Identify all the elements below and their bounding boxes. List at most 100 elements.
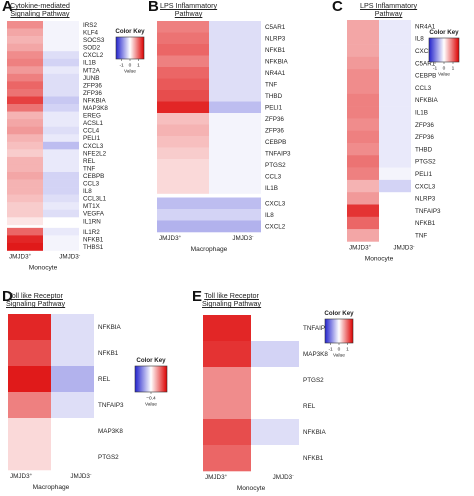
heatmap-cell	[379, 216, 411, 230]
heatmap-e: TNFAIP3 MAP3K8 PTGS2 REL NFKBIA NFKB1 JMJD3+ JM…	[203, 310, 354, 492]
heatmap-cell	[379, 56, 411, 70]
row-label: NLRP3	[415, 196, 436, 203]
heatmap-cell	[209, 170, 261, 183]
heatmap-cell	[7, 58, 43, 67]
heatmap-cell	[203, 315, 251, 342]
panel-title: Toll like Receptor Signaling Pathway	[202, 292, 261, 308]
color-key-gradient	[134, 365, 168, 393]
heatmap-cell	[251, 341, 299, 368]
heatmap-cell	[347, 118, 379, 131]
heatmap-cell	[347, 167, 379, 181]
heatmap-cell	[43, 149, 79, 158]
heatmap-cell	[379, 32, 411, 45]
heatmap-cell	[43, 28, 79, 37]
row-label: TNFAIP3	[98, 402, 124, 409]
heatmap-cell	[379, 192, 411, 205]
heatmap-cell	[157, 147, 209, 160]
heatmap-cell	[43, 202, 79, 211]
row-label: PELI1	[265, 104, 283, 111]
heatmap-cell	[43, 156, 79, 165]
heatmap-cell	[379, 130, 411, 144]
heatmap-cell	[7, 21, 43, 29]
heatmap-cell	[209, 78, 261, 91]
heatmap-d: NFKBIA NFKB1 REL TNFAIP3 MAP3K8 PTGS2 JMJD3+ JM…	[8, 314, 168, 491]
heatmap-cell	[157, 136, 209, 148]
heatmap-cell	[157, 182, 209, 194]
row-label: TNFAIP3	[303, 325, 329, 332]
heatmap-cell	[43, 235, 79, 244]
heatmap-cell	[157, 44, 209, 56]
row-label: NFKBIA	[303, 429, 327, 436]
heatmap-cell	[209, 124, 261, 137]
row-label: CXCL2	[415, 48, 436, 55]
row-label: CXCL2	[83, 52, 104, 59]
row-label: CCL3	[83, 181, 100, 188]
panel-title-line: Signaling Pathway	[6, 299, 66, 308]
row-label: CEBPB	[265, 139, 286, 146]
heatmap-cell	[347, 130, 379, 144]
heatmap-cell	[8, 444, 51, 471]
row-label: ZFP36	[83, 90, 102, 97]
row-label: ZFP36	[415, 134, 434, 141]
heatmap-cell	[7, 66, 43, 75]
heatmap-cell	[209, 21, 261, 33]
heatmap-cell	[7, 73, 43, 82]
heatmap-cell	[8, 392, 51, 419]
heatmap-cell	[203, 367, 251, 394]
heatmap-cell	[203, 419, 251, 446]
heatmap-cell	[7, 111, 43, 120]
heatmap-cell	[43, 36, 79, 44]
heatmap-cell	[51, 366, 94, 393]
color-key-label: Value	[124, 69, 136, 75]
panel-title-line: Pathway	[374, 9, 403, 18]
row-label: NR4A1	[415, 23, 436, 30]
row-label: CXCL3	[265, 200, 286, 207]
row-label: CEBPB	[83, 173, 104, 180]
heatmap-cell	[157, 197, 209, 210]
row-label: IL1B	[265, 185, 278, 192]
heatmap-cell	[347, 204, 379, 218]
heatmap-cell	[379, 93, 411, 107]
row-label: NFE2L2	[83, 150, 107, 157]
color-key-gradient	[324, 318, 354, 344]
row-label: PELI1	[415, 171, 433, 178]
heatmap-cell	[7, 28, 43, 37]
heatmap-cell	[251, 367, 299, 394]
heatmap-cell	[347, 56, 379, 70]
heatmap-cell	[209, 32, 261, 45]
row-label: CEBPB	[415, 73, 436, 80]
color-key-title: Color Key	[136, 357, 166, 364]
heatmap-cell	[209, 113, 261, 125]
panel-d: D Toll like Receptor Signaling Pathway NF…	[0, 288, 190, 496]
heatmap-cell	[7, 164, 43, 173]
heatmap-cell	[379, 118, 411, 131]
cell-type-label: Macrophage	[33, 484, 70, 491]
row-label: CCL3	[415, 85, 432, 92]
heatmap-cell	[379, 143, 411, 156]
row-label: CCL3L1	[83, 196, 107, 203]
row-label: TNFAIP3	[265, 150, 291, 157]
heatmap-cell	[347, 179, 379, 193]
heatmap-cell	[157, 101, 209, 114]
row-label: PTGS2	[98, 454, 119, 461]
heatmap-cell	[43, 134, 79, 143]
heatmap-cell	[157, 170, 209, 183]
heatmap-cell	[347, 32, 379, 45]
heatmap-cell	[43, 179, 79, 188]
heatmap-cell	[7, 194, 43, 203]
heatmap-cell	[7, 104, 43, 112]
column-label: JMJD3+	[349, 243, 372, 252]
heatmap-b: C5AR1 NLRP3 NFKB1 NFKBIA NR4A1 TNF THBD PELI1 ZF…	[157, 21, 291, 253]
heatmap-cell	[51, 444, 94, 471]
color-key-tick: 0	[129, 63, 132, 69]
heatmap-cell	[7, 119, 43, 127]
heatmap-cell	[43, 73, 79, 82]
heatmap-cell	[157, 55, 209, 68]
heatmap-cell	[43, 242, 79, 251]
color-key-gradient	[428, 37, 460, 63]
heatmap-cell	[251, 315, 299, 342]
heatmap-cell	[8, 418, 51, 445]
heatmap-cell	[7, 81, 43, 90]
heatmap-cell	[7, 202, 43, 211]
row-label: PTGS2	[303, 377, 324, 384]
